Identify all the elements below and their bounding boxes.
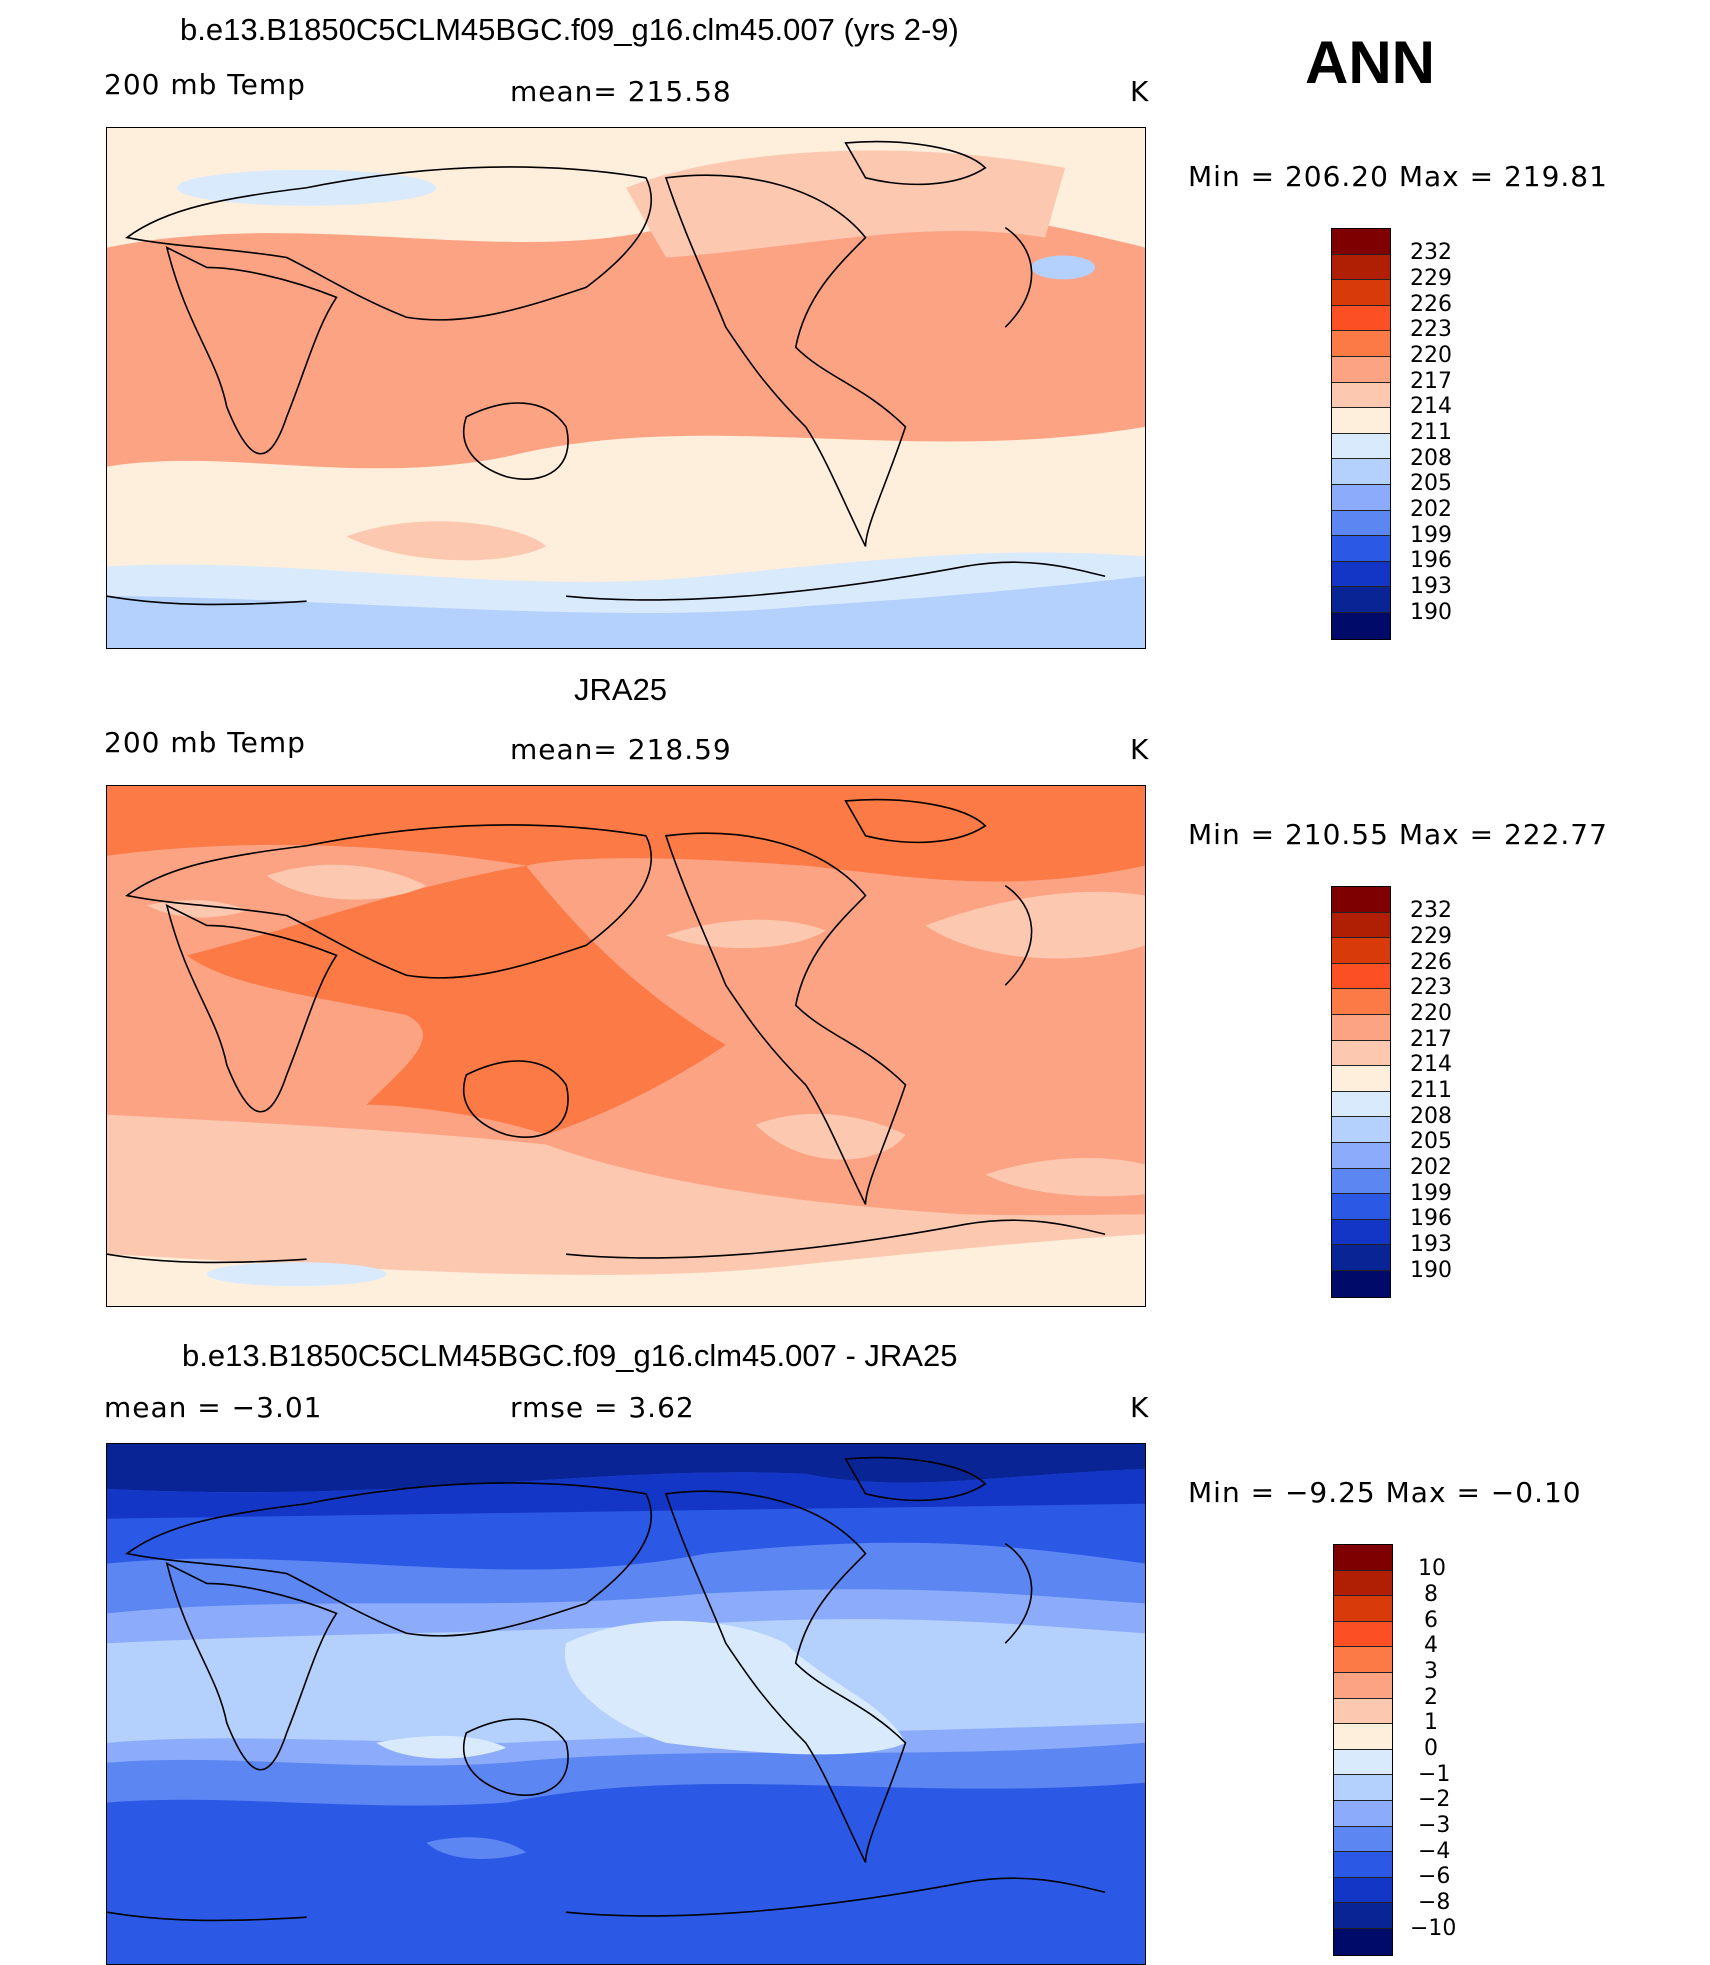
colorbar-tick-label: 196 — [1410, 1206, 1452, 1231]
minmax-label: Min = 206.20 Max = 219.81 — [1188, 160, 1608, 193]
colorbar-tick-label: 217 — [1410, 1027, 1452, 1052]
colorbar-tick-label: 193 — [1410, 574, 1452, 599]
colorbar-tick-label: 223 — [1410, 975, 1452, 1000]
colorbar-tick-label: 190 — [1410, 600, 1452, 625]
colorbar-tick-label: 211 — [1410, 1078, 1452, 1103]
colorbar-tick-label: 223 — [1410, 317, 1452, 342]
colorbar-tick-label: 4 — [1424, 1633, 1438, 1658]
season-label: ANN — [1305, 29, 1435, 96]
panel-title: b.e13.B1850C5CLM45BGC.f09_g16.clm45.007 … — [182, 1338, 958, 1373]
colorbar-tick-label: 232 — [1410, 240, 1452, 265]
colorbar-tick-label: 226 — [1410, 292, 1452, 317]
map-difference — [106, 1443, 1146, 1965]
rmse-label: rmse = 3.62 — [510, 1391, 695, 1424]
units-label: K — [1130, 1391, 1150, 1424]
colorbar-tick-label: 205 — [1410, 1129, 1452, 1154]
colorbar-tick-label: −3 — [1418, 1813, 1451, 1838]
colorbar-difference — [1333, 1544, 1393, 1956]
variable-label: 200 mb Temp — [104, 726, 306, 759]
colorbar-tick-label: 226 — [1410, 950, 1452, 975]
colorbar-tick-label: 10 — [1418, 1556, 1446, 1581]
colorbar-tick-label: 1 — [1424, 1710, 1438, 1735]
colorbar-model — [1331, 228, 1391, 640]
colorbar-tick-label: 208 — [1410, 446, 1452, 471]
mean-label: mean= 218.59 — [510, 733, 732, 766]
colorbar-tick-label: 196 — [1410, 548, 1452, 573]
mean-label: mean = −3.01 — [104, 1391, 323, 1424]
colorbar-tick-label: 8 — [1424, 1582, 1438, 1607]
colorbar-tick-label: 208 — [1410, 1104, 1452, 1129]
colorbar-tick-label: −2 — [1418, 1787, 1451, 1812]
colorbar-tick-label: 229 — [1410, 924, 1452, 949]
colorbar-tick-label: 217 — [1410, 369, 1452, 394]
map-model — [106, 127, 1146, 649]
colorbar-tick-label: 214 — [1410, 394, 1452, 419]
colorbar-tick-label: 199 — [1410, 1181, 1452, 1206]
colorbar-tick-label: 220 — [1410, 343, 1452, 368]
colorbar-tick-label: −10 — [1410, 1916, 1457, 1941]
colorbar-tick-label: 214 — [1410, 1052, 1452, 1077]
mean-label: mean= 215.58 — [510, 75, 732, 108]
minmax-label: Min = 210.55 Max = 222.77 — [1188, 818, 1608, 851]
units-label: K — [1130, 733, 1150, 766]
colorbar-tick-label: 205 — [1410, 471, 1452, 496]
colorbar-tick-label: −8 — [1418, 1890, 1451, 1915]
panel-title: b.e13.B1850C5CLM45BGC.f09_g16.clm45.007 … — [180, 12, 959, 47]
colorbar-tick-label: 2 — [1424, 1685, 1438, 1710]
colorbar-tick-label: 3 — [1424, 1659, 1438, 1684]
variable-label: 200 mb Temp — [104, 68, 306, 101]
colorbar-tick-label: −6 — [1418, 1864, 1451, 1889]
colorbar-tick-label: 199 — [1410, 523, 1452, 548]
units-label: K — [1130, 75, 1150, 108]
colorbar-tick-label: 190 — [1410, 1258, 1452, 1283]
colorbar-tick-label: −4 — [1418, 1839, 1451, 1864]
colorbar-tick-label: 229 — [1410, 266, 1452, 291]
colorbar-tick-label: 202 — [1410, 1155, 1452, 1180]
colorbar-obs — [1331, 886, 1391, 1298]
colorbar-tick-label: 232 — [1410, 898, 1452, 923]
colorbar-tick-label: 202 — [1410, 497, 1452, 522]
colorbar-tick-label: 0 — [1424, 1736, 1438, 1761]
colorbar-tick-label: 6 — [1424, 1608, 1438, 1633]
map-obs — [106, 785, 1146, 1307]
colorbar-tick-label: −1 — [1418, 1762, 1451, 1787]
minmax-label: Min = −9.25 Max = −0.10 — [1188, 1476, 1582, 1509]
colorbar-tick-label: 193 — [1410, 1232, 1452, 1257]
colorbar-tick-label: 211 — [1410, 420, 1452, 445]
panel-title: JRA25 — [574, 672, 668, 707]
colorbar-tick-label: 220 — [1410, 1001, 1452, 1026]
